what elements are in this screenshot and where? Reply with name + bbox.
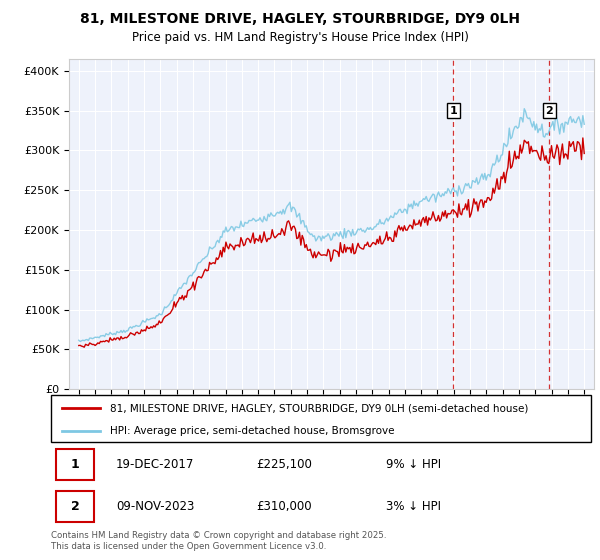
Text: £225,100: £225,100 [256, 458, 312, 471]
Text: 81, MILESTONE DRIVE, HAGLEY, STOURBRIDGE, DY9 0LH: 81, MILESTONE DRIVE, HAGLEY, STOURBRIDGE… [80, 12, 520, 26]
Text: 3% ↓ HPI: 3% ↓ HPI [386, 500, 441, 513]
Text: Price paid vs. HM Land Registry's House Price Index (HPI): Price paid vs. HM Land Registry's House … [131, 31, 469, 44]
Text: 81, MILESTONE DRIVE, HAGLEY, STOURBRIDGE, DY9 0LH (semi-detached house): 81, MILESTONE DRIVE, HAGLEY, STOURBRIDGE… [110, 403, 529, 413]
Text: 9% ↓ HPI: 9% ↓ HPI [386, 458, 441, 471]
Text: 2: 2 [71, 500, 80, 513]
FancyBboxPatch shape [56, 449, 94, 480]
Text: 2: 2 [545, 105, 553, 115]
Text: 19-DEC-2017: 19-DEC-2017 [116, 458, 194, 471]
Text: 09-NOV-2023: 09-NOV-2023 [116, 500, 194, 513]
Text: Contains HM Land Registry data © Crown copyright and database right 2025.
This d: Contains HM Land Registry data © Crown c… [51, 531, 386, 550]
Text: HPI: Average price, semi-detached house, Bromsgrove: HPI: Average price, semi-detached house,… [110, 426, 395, 436]
Text: 1: 1 [449, 105, 457, 115]
Text: £310,000: £310,000 [256, 500, 312, 513]
FancyBboxPatch shape [56, 491, 94, 522]
Text: 1: 1 [71, 458, 80, 471]
